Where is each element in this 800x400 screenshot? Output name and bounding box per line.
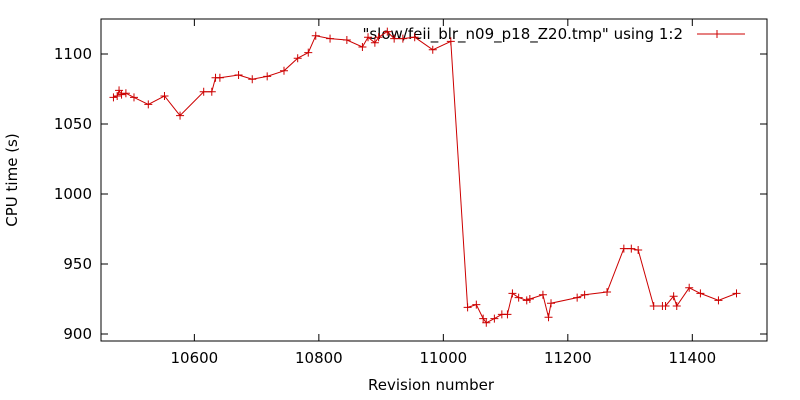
- data-point-marker: [160, 92, 169, 100]
- data-point-marker: [472, 300, 481, 309]
- data-point-marker: [514, 293, 523, 302]
- data-point-marker: [410, 33, 419, 42]
- x-tick-label: 11400: [668, 349, 716, 367]
- data-point-marker: [672, 302, 681, 310]
- data-point-marker: [215, 73, 224, 82]
- y-axis-ticks: 900 950 1000 1050 1100: [54, 45, 767, 343]
- data-point-marker: [627, 244, 636, 253]
- data-point-marker: [619, 244, 628, 253]
- data-point-marker: [129, 93, 138, 102]
- data-point-marker: [661, 302, 670, 310]
- data-point-marker: [714, 296, 723, 305]
- data-point-marker: [490, 314, 499, 323]
- data-point-marker: [463, 303, 472, 312]
- data-point-marker: [109, 93, 118, 102]
- data-point-marker: [311, 31, 320, 40]
- plot-frame: [100, 18, 768, 342]
- data-point-marker: [580, 290, 589, 299]
- data-point-marker: [358, 43, 367, 51]
- x-tick-label: 11000: [419, 349, 467, 367]
- data-point-marker: [634, 246, 643, 254]
- data-point-marker: [144, 100, 153, 109]
- data-point-marker: [544, 313, 553, 322]
- data-point-marker: [121, 89, 130, 98]
- legend: "slow/feii_blr_n09_p18_Z20.tmp" using 1:…: [362, 25, 745, 44]
- data-point-marker: [649, 302, 658, 310]
- data-point-marker: [525, 295, 534, 303]
- data-point-marker: [117, 90, 126, 99]
- data-point-marker: [113, 92, 122, 100]
- data-point-marker: [342, 36, 351, 44]
- data-point-marker: [603, 288, 612, 296]
- x-tick-label: 11200: [544, 349, 592, 367]
- data-point-marker: [263, 72, 272, 81]
- data-point-marker: [234, 71, 243, 79]
- data-point-marker: [383, 27, 392, 36]
- x-axis-label: Revision number: [368, 376, 495, 394]
- data-point-marker: [732, 289, 741, 298]
- data-point-marker: [326, 34, 335, 43]
- data-point-marker: [176, 111, 185, 120]
- data-point-marker: [685, 283, 694, 292]
- data-point-marker: [547, 299, 556, 308]
- data-point-marker: [669, 292, 678, 301]
- y-tick-label: 900: [63, 325, 92, 343]
- data-point-marker: [374, 33, 383, 42]
- series-markers: [109, 27, 741, 327]
- data-point-marker: [304, 48, 313, 57]
- data-point-marker: [503, 310, 512, 319]
- data-point-marker: [482, 318, 491, 327]
- data-point-marker: [446, 37, 455, 46]
- data-point-marker: [207, 87, 216, 96]
- legend-label: "slow/feii_blr_n09_p18_Z20.tmp" using 1:…: [362, 25, 683, 44]
- legend-marker-sample: [713, 30, 721, 38]
- data-point-marker: [115, 86, 124, 95]
- x-tick-label: 10800: [295, 349, 343, 367]
- y-tick-label: 1050: [54, 115, 92, 133]
- y-tick-label: 950: [63, 255, 92, 273]
- data-point-marker: [508, 289, 517, 298]
- x-tick-label: 10600: [171, 349, 219, 367]
- y-tick-label: 1000: [54, 185, 92, 203]
- y-tick-label: 1100: [54, 45, 92, 63]
- data-point-marker: [573, 293, 582, 302]
- series-line: [113, 30, 737, 324]
- data-point-marker: [370, 38, 379, 47]
- data-point-marker: [479, 314, 488, 323]
- data-point-marker: [364, 33, 373, 42]
- data-point-marker: [696, 289, 705, 298]
- y-axis-label: CPU time (s): [3, 133, 21, 226]
- data-point-marker: [279, 66, 288, 75]
- data-point-marker: [199, 87, 208, 96]
- data-point-marker: [428, 45, 437, 54]
- data-point-marker: [398, 34, 407, 43]
- x-axis-ticks: 10600 10800 11000 11200 11400: [171, 19, 716, 367]
- data-point-marker: [538, 290, 547, 299]
- data-point-marker: [248, 75, 257, 84]
- data-point-marker: [293, 54, 302, 63]
- data-point-marker: [390, 34, 399, 43]
